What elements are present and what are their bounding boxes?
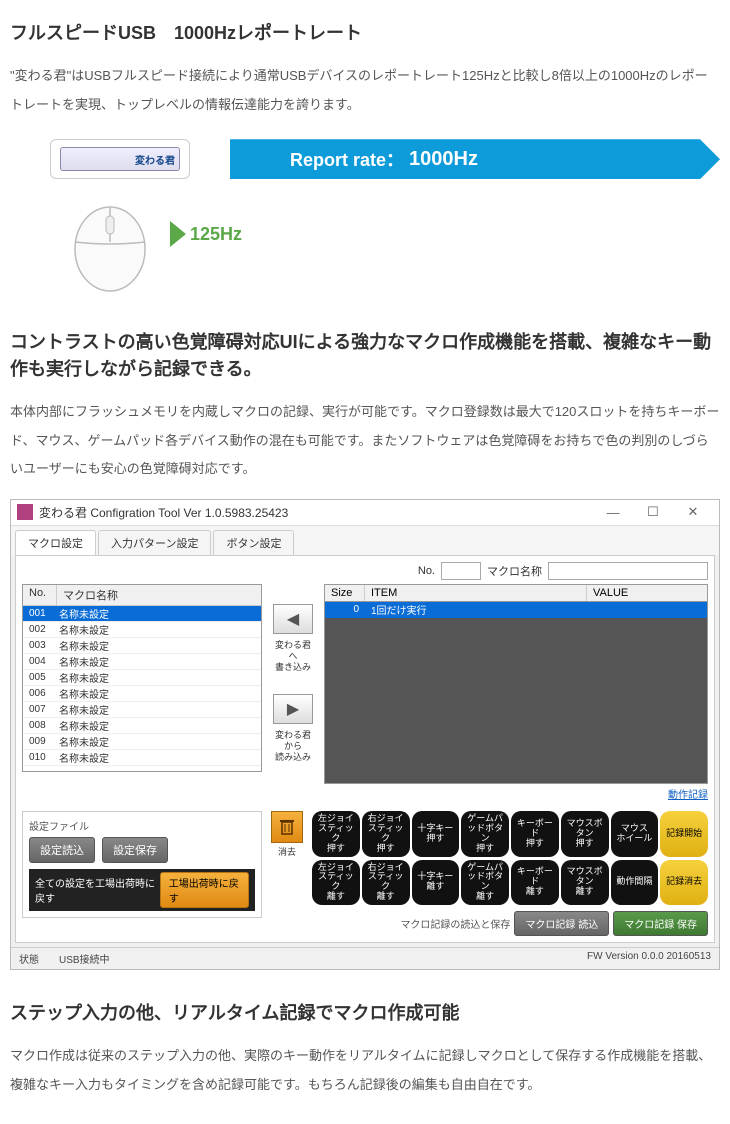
mouse-rate-label: 125Hz <box>190 224 242 245</box>
mouse-icon <box>65 194 155 294</box>
macro-row[interactable]: 008名称未設定 <box>23 718 261 734</box>
action-pill[interactable]: 左ジョイスティック押す <box>312 811 360 857</box>
macro-row[interactable]: 006名称未設定 <box>23 686 261 702</box>
action-button-grid: 左ジョイスティック押す右ジョイスティック押す十字キー押すゲームパッドボタン押すキ… <box>312 811 708 936</box>
step-size: 0 <box>325 604 365 615</box>
macro-record-load-button[interactable]: マクロ記録 読込 <box>514 911 609 936</box>
tab-0[interactable]: マクロ設定 <box>15 530 96 555</box>
close-button[interactable]: ✕ <box>673 502 713 522</box>
macro-row[interactable]: 001名称未設定 <box>23 606 261 622</box>
section3-title: ステップ入力の他、リアルタイム記録でマクロ作成可能 <box>10 1000 720 1027</box>
action-pill[interactable]: キーボード離す <box>511 860 559 906</box>
section2-body: 本体内部にフラッシュメモリを内蔵しマクロの記録、実行が可能です。マクロ登録数は最… <box>10 398 720 484</box>
no-field[interactable] <box>441 562 481 580</box>
macro-name-label: マクロ名称 <box>487 563 542 579</box>
trash-icon <box>279 818 295 836</box>
tab-panel: No. マクロ名称 No. マクロ名称 001名称未設定002名称未設定003名… <box>15 555 715 943</box>
action-pill[interactable]: 右ジョイスティック押す <box>362 811 410 857</box>
action-pill[interactable]: 動作間隔 <box>611 860 659 906</box>
col-no-header: No. <box>23 585 57 605</box>
step-item: 1回だけ実行 <box>365 602 587 617</box>
col-name-header: マクロ名称 <box>57 585 261 605</box>
clear-button[interactable] <box>271 811 303 843</box>
settings-file-box: 設定ファイル 設定読込 設定保存 全ての設定を工場出荷時に戻す 工場出荷時に戻す <box>22 811 262 918</box>
app-icon <box>17 504 33 520</box>
macro-row[interactable]: 004名称未設定 <box>23 654 261 670</box>
macro-record-io-label: マクロ記録の読込と保存 <box>400 916 510 931</box>
report-rate-banner: 変わる君 Report rate： 1000Hz 125Hz <box>10 139 720 299</box>
tab-bar: マクロ設定入力パターン設定ボタン設定 <box>11 526 719 555</box>
section1-title: フルスピードUSB 1000Hzレポートレート <box>10 20 720 47</box>
minimize-button[interactable]: — <box>593 502 633 522</box>
action-pill[interactable]: ゲームパッドボタン離す <box>461 860 509 906</box>
action-pill[interactable]: マウスボタン押す <box>561 811 609 857</box>
action-pill[interactable]: 右ジョイスティック離す <box>362 860 410 906</box>
col-item-header: ITEM <box>365 585 587 601</box>
write-label: 変わる君へ書き込み <box>275 640 311 672</box>
col-value-header: VALUE <box>587 585 707 601</box>
factory-reset-button[interactable]: 工場出荷時に戻す <box>160 872 249 908</box>
banner-label: Report rate： <box>290 146 404 172</box>
device-label: 変わる君 <box>60 147 180 171</box>
action-pill[interactable]: 記録開始 <box>660 811 708 857</box>
fw-version: FW Version 0.0.0 20160513 <box>587 951 711 966</box>
action-pill[interactable]: 記録消去 <box>660 860 708 906</box>
read-label: 変わる君から読み込み <box>275 730 311 762</box>
macro-row[interactable]: 003名称未設定 <box>23 638 261 654</box>
status-bar: 状態 USB接続中 FW Version 0.0.0 20160513 <box>11 947 719 969</box>
macro-row[interactable]: 010名称未設定 <box>23 750 261 766</box>
macro-row[interactable]: 009名称未設定 <box>23 734 261 750</box>
col-size-header: Size <box>325 585 365 601</box>
window-title: 変わる君 Configration Tool Ver 1.0.5983.2542… <box>39 504 593 521</box>
action-pill[interactable]: マウスホイール <box>611 811 659 857</box>
macro-name-field[interactable] <box>548 562 708 580</box>
section1-body: "変わる君"はUSBフルスピード接続により通常USBデバイスのレポートレート12… <box>10 62 720 119</box>
maximize-button[interactable]: ☐ <box>633 502 673 522</box>
macro-record-save-button[interactable]: マクロ記録 保存 <box>613 911 708 936</box>
settings-file-label: 設定ファイル <box>29 818 255 833</box>
action-pill[interactable]: マウスボタン離す <box>561 860 609 906</box>
action-pill[interactable]: キーボード押す <box>511 811 559 857</box>
device-box: 変わる君 <box>50 139 190 179</box>
step-row[interactable]: 0 1回だけ実行 <box>325 602 707 618</box>
section2-title: コントラストの高い色覚障碍対応UIによる強力なマクロ作成機能を搭載、複雑なキー動… <box>10 329 720 383</box>
settings-load-button[interactable]: 設定読込 <box>29 837 95 863</box>
read-from-device-button[interactable]: ▶ <box>273 694 313 724</box>
titlebar: 変わる君 Configration Tool Ver 1.0.5983.2542… <box>11 500 719 526</box>
action-pill[interactable]: 十字キー離す <box>412 860 460 906</box>
macro-row[interactable]: 002名称未設定 <box>23 622 261 638</box>
section3-body: マクロ作成は従来のステップ入力の他、実際のキー動作をリアルタイムに記録しマクロと… <box>10 1042 720 1099</box>
tab-1[interactable]: 入力パターン設定 <box>98 530 211 555</box>
tab-2[interactable]: ボタン設定 <box>213 530 294 555</box>
clear-label: 消去 <box>278 845 296 858</box>
action-pill[interactable]: 左ジョイスティック離す <box>312 860 360 906</box>
banner-value: 1000Hz <box>409 148 478 171</box>
macro-row[interactable]: 005名称未設定 <box>23 670 261 686</box>
write-to-device-button[interactable]: ◀ <box>273 604 313 634</box>
banner-bar: Report rate： 1000Hz <box>230 139 720 179</box>
action-pill[interactable]: 十字キー押す <box>412 811 460 857</box>
settings-save-button[interactable]: 設定保存 <box>102 837 168 863</box>
macro-steps-table: Size ITEM VALUE 0 1回だけ実行 <box>324 584 708 784</box>
status-value: USB接続中 <box>59 955 110 966</box>
action-pill[interactable]: ゲームパッドボタン押す <box>461 811 509 857</box>
status-label: 状態 <box>19 955 39 966</box>
config-tool-window: 変わる君 Configration Tool Ver 1.0.5983.2542… <box>10 499 720 970</box>
no-label: No. <box>418 565 435 577</box>
macro-list-table: No. マクロ名称 001名称未設定002名称未設定003名称未設定004名称未… <box>22 584 262 772</box>
factory-reset-label: 全ての設定を工場出荷時に戻す <box>35 875 160 905</box>
record-action-link[interactable]: 動作記録 <box>668 790 708 801</box>
macro-row[interactable]: 007名称未設定 <box>23 702 261 718</box>
